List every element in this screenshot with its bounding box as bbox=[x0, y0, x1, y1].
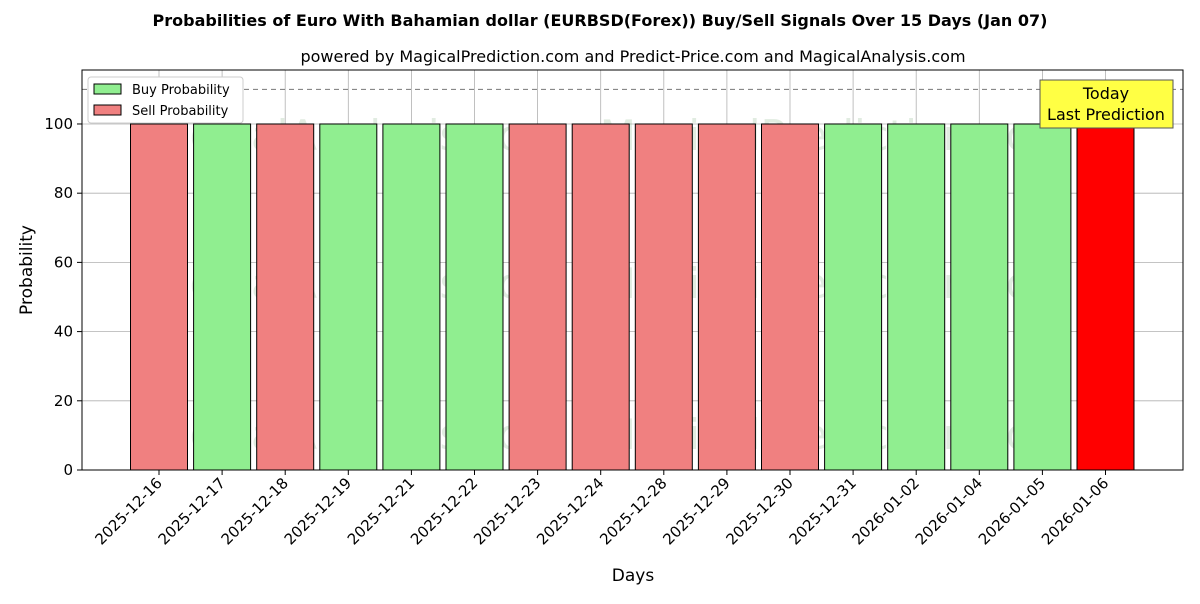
x-tick-label: 2025-12-30 bbox=[722, 474, 796, 548]
bar-buy-2025-12-31 bbox=[824, 123, 883, 471]
y-tick-label: 40 bbox=[54, 323, 73, 341]
plot-frame bbox=[81, 69, 1184, 471]
x-tick-label: 2025-12-18 bbox=[218, 474, 292, 548]
x-tick-label: 2025-12-23 bbox=[470, 474, 544, 548]
bar-buy-2026-01-05 bbox=[1013, 123, 1072, 471]
bar-sell-2025-12-28 bbox=[634, 123, 693, 471]
bar-sell-2025-12-16 bbox=[130, 123, 188, 471]
x-tick-label: 2026-01-05 bbox=[975, 474, 1049, 548]
bar-sell-2025-12-30 bbox=[761, 123, 819, 471]
x-tick-label: 2025-12-16 bbox=[91, 474, 165, 548]
bar-buy-2026-01-04 bbox=[950, 123, 1009, 471]
legend-sell-swatch bbox=[93, 104, 122, 116]
bar-sell-2025-12-29 bbox=[697, 123, 756, 471]
chart-subtitle: powered by MagicalPrediction.com and Pre… bbox=[300, 47, 965, 66]
annotation-line-1: Today bbox=[1082, 84, 1129, 103]
x-tick-label: 2025-12-17 bbox=[155, 474, 229, 548]
bar-sell-2025-12-23 bbox=[508, 123, 567, 471]
bar-buy-2025-12-19 bbox=[319, 123, 378, 471]
x-tick-label: 2025-12-22 bbox=[407, 474, 481, 548]
bar-sell-2026-01-06 bbox=[1076, 123, 1135, 471]
today-annotation: Today Last Prediction bbox=[1039, 79, 1174, 129]
y-axis-label: Probability bbox=[17, 225, 37, 315]
x-axis-label: Days bbox=[612, 566, 655, 586]
bar-buy-2025-12-17 bbox=[193, 123, 252, 471]
x-tick-label: 2025-12-31 bbox=[786, 474, 860, 548]
x-tick-label: 2025-12-24 bbox=[533, 474, 607, 548]
x-tick-label: 2025-12-21 bbox=[344, 474, 418, 548]
chart-title: Probabilities of Euro With Bahamian doll… bbox=[153, 11, 1048, 30]
y-tick-label: 20 bbox=[54, 392, 73, 410]
annotation-line-2: Last Prediction bbox=[1047, 105, 1165, 124]
bar-sell-2025-12-24 bbox=[571, 123, 630, 471]
y-tick-label: 100 bbox=[44, 115, 73, 133]
x-tick-label: 2026-01-02 bbox=[849, 474, 923, 548]
bar-buy-2025-12-21 bbox=[382, 123, 441, 471]
legend-buy-swatch bbox=[93, 83, 122, 95]
bar-sell-2025-12-18 bbox=[256, 123, 315, 471]
x-tick-label: 2025-12-28 bbox=[596, 474, 670, 548]
legend-buy-label: Buy Probability bbox=[132, 83, 230, 98]
y-tick-label: 80 bbox=[54, 184, 73, 202]
bar-buy-2026-01-02 bbox=[887, 123, 946, 471]
legend: Buy Probability Sell Probability bbox=[87, 76, 244, 124]
x-tick-label: 2026-01-06 bbox=[1038, 474, 1112, 548]
y-tick-label: 60 bbox=[54, 253, 73, 271]
legend-sell-label: Sell Probability bbox=[132, 104, 229, 119]
y-tick-label: 0 bbox=[63, 461, 73, 479]
bar-buy-2025-12-22 bbox=[445, 123, 504, 471]
x-tick-label: 2025-12-29 bbox=[659, 474, 733, 548]
x-tick-label: 2026-01-04 bbox=[912, 474, 986, 548]
x-tick-label: 2025-12-19 bbox=[281, 474, 355, 548]
